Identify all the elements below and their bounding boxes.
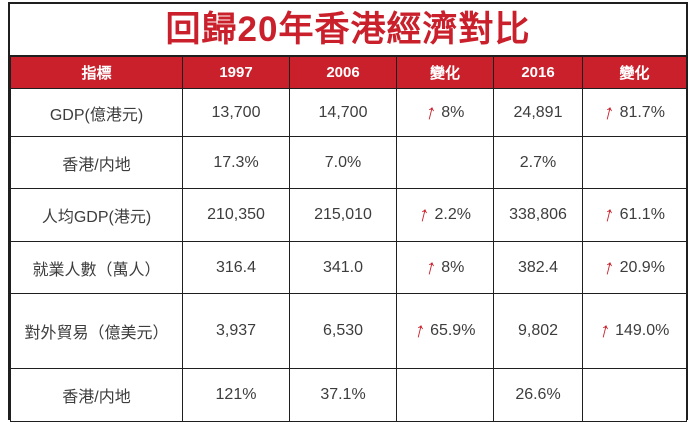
up-arrow-icon: ↑ — [411, 318, 428, 343]
cell-change-2016: ↑ 81.7% — [582, 88, 687, 137]
table-row-gdp-per-capita: 人均GDP(港元) 210,350 215,010 ↑ 2.2% 338,806 … — [10, 188, 687, 242]
cell-2006: 7.0% — [289, 136, 397, 189]
cell-change-2016: ↑ 20.9% — [582, 241, 687, 294]
up-arrow-icon: ↑ — [416, 202, 432, 227]
cell-change-2016: ↑ 149.0% — [582, 293, 687, 369]
cell-label: 對外貿易（億美元） — [10, 293, 183, 369]
change-value: 149.0% — [615, 322, 670, 339]
cell-1997: 210,350 — [182, 188, 290, 242]
cell-change-2006: ↑ 2.2% — [396, 188, 494, 242]
change-value: 61.1% — [619, 206, 665, 223]
cell-label: GDP(億港元) — [10, 88, 183, 137]
cell-2016: 2.7% — [493, 136, 583, 189]
table-row-external-trade: 對外貿易（億美元） 3,937 6,530 ↑ 65.9% 9,802 ↑ 149.… — [10, 293, 687, 369]
table-board: 回歸20年香港經濟對比 指標 1997 2006 變化 2016 變化 GD — [8, 2, 688, 422]
cell-label: 香港/内地 — [10, 368, 183, 422]
col-header-2006: 2006 — [289, 56, 397, 89]
cell-2016: 9,802 — [493, 293, 583, 369]
change-value: 65.9% — [430, 322, 476, 339]
economy-comparison-table: 指標 1997 2006 變化 2016 變化 GDP(億港元) 13,700 … — [10, 56, 687, 422]
cell-change-2006 — [396, 368, 494, 422]
cell-change-2006: ↑ 8% — [396, 241, 494, 294]
col-header-2016: 2016 — [493, 56, 583, 89]
col-header-change-2: 變化 — [582, 56, 687, 89]
cell-2016: 382.4 — [493, 241, 583, 294]
cell-change-2016: ↑ 61.1% — [582, 188, 687, 242]
col-header-indicator: 指標 — [10, 56, 183, 89]
cell-change-2006 — [396, 136, 494, 189]
table-row-hk-mainland-gdp: 香港/内地 17.3% 7.0% 2.7% — [10, 136, 687, 189]
cell-change-2016 — [582, 136, 687, 189]
change-value: 20.9% — [619, 258, 665, 276]
col-header-1997: 1997 — [182, 56, 290, 89]
cell-change-2006: ↑ 65.9% — [396, 293, 494, 369]
col-header-change-1: 變化 — [396, 56, 494, 89]
cell-2006: 14,700 — [289, 88, 397, 137]
cell-label: 就業人數（萬人） — [10, 241, 183, 294]
up-arrow-icon: ↑ — [422, 99, 439, 125]
table-row-hk-mainland-trade: 香港/内地 121% 37.1% 26.6% — [10, 368, 687, 422]
cell-1997: 316.4 — [182, 241, 290, 294]
table-row-gdp: GDP(億港元) 13,700 14,700 ↑ 8% 24,891 ↑ 81.7% — [10, 88, 687, 137]
cell-label: 香港/内地 — [10, 136, 183, 189]
cell-change-2016 — [582, 368, 687, 422]
cell-2016: 24,891 — [493, 88, 583, 137]
up-arrow-icon: ↑ — [596, 318, 613, 343]
page-title: 回歸20年香港經濟對比 — [165, 10, 531, 49]
table-row-employment: 就業人數（萬人） 316.4 341.0 ↑ 8% 382.4 ↑ 20.9% — [10, 241, 687, 294]
cell-2006: 6,530 — [289, 293, 397, 369]
header-row: 指標 1997 2006 變化 2016 變化 — [10, 56, 687, 89]
up-arrow-icon: ↑ — [601, 254, 617, 280]
up-arrow-icon: ↑ — [601, 99, 617, 125]
cell-2006: 215,010 — [289, 188, 397, 242]
cell-change-2006: ↑ 8% — [396, 88, 494, 137]
up-arrow-icon: ↑ — [601, 202, 617, 227]
up-arrow-icon: ↑ — [422, 254, 439, 280]
change-value: 8% — [441, 258, 465, 276]
cell-1997: 3,937 — [182, 293, 290, 369]
change-value: 81.7% — [619, 103, 665, 121]
cell-2016: 338,806 — [493, 188, 583, 242]
cell-1997: 13,700 — [182, 88, 290, 137]
change-value: 8% — [441, 103, 465, 121]
cell-2006: 37.1% — [289, 368, 397, 422]
change-value: 2.2% — [434, 206, 471, 223]
cell-2016: 26.6% — [493, 368, 583, 422]
cell-1997: 17.3% — [182, 136, 290, 189]
cell-2006: 341.0 — [289, 241, 397, 294]
title-band: 回歸20年香港經濟對比 — [10, 4, 686, 56]
cell-1997: 121% — [182, 368, 290, 422]
cell-label: 人均GDP(港元) — [10, 188, 183, 242]
